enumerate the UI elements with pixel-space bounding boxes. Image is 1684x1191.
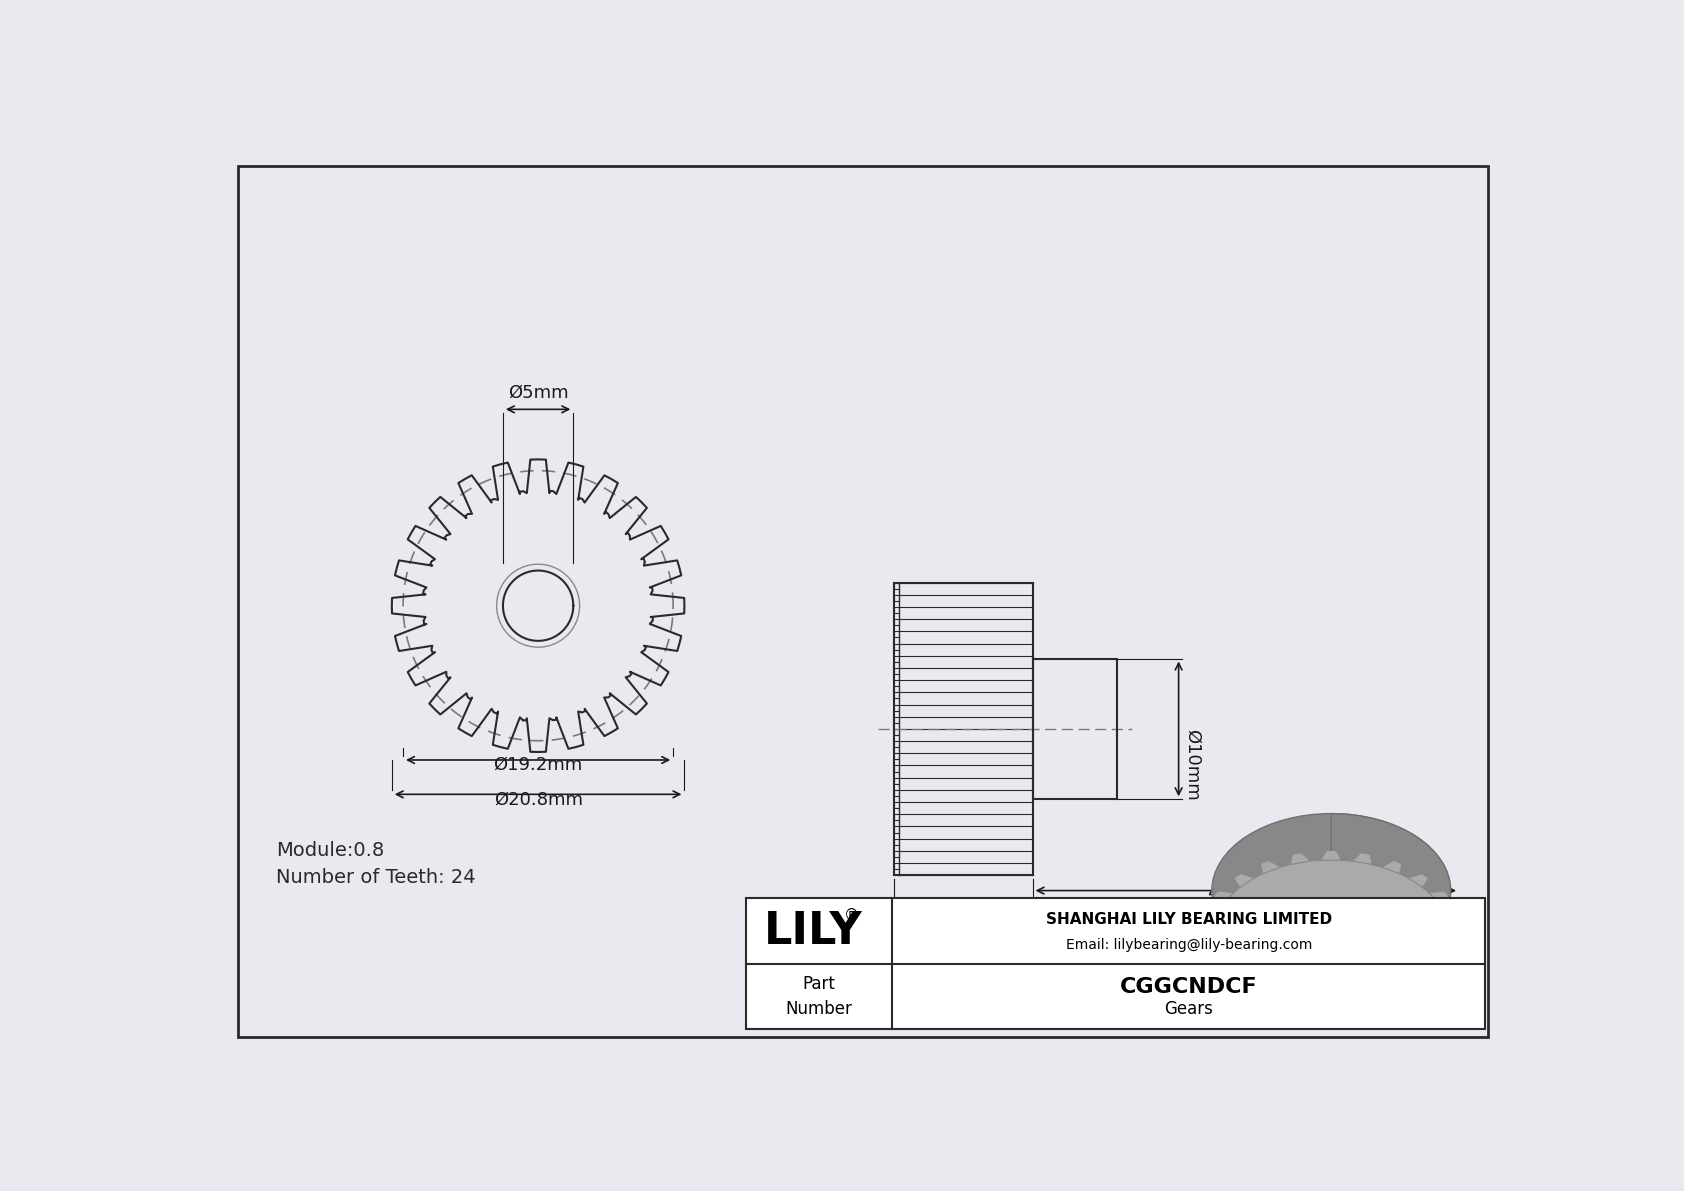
Polygon shape bbox=[1450, 930, 1465, 943]
Polygon shape bbox=[1201, 950, 1219, 964]
Text: Email: lilybearing@lily-bearing.com: Email: lilybearing@lily-bearing.com bbox=[1066, 937, 1312, 952]
Polygon shape bbox=[1234, 986, 1255, 1000]
Text: LILY: LILY bbox=[763, 910, 862, 953]
Polygon shape bbox=[1261, 861, 1280, 874]
Ellipse shape bbox=[1315, 927, 1347, 948]
Polygon shape bbox=[1214, 891, 1233, 904]
Polygon shape bbox=[1214, 969, 1233, 983]
Text: Ø19.2mm: Ø19.2mm bbox=[493, 756, 583, 774]
Ellipse shape bbox=[1212, 813, 1450, 967]
Polygon shape bbox=[1320, 1014, 1342, 1023]
Text: 4mm: 4mm bbox=[1207, 884, 1253, 902]
Polygon shape bbox=[1408, 874, 1428, 887]
Polygon shape bbox=[1430, 969, 1448, 983]
Ellipse shape bbox=[1322, 930, 1340, 943]
Polygon shape bbox=[1408, 986, 1428, 1000]
Ellipse shape bbox=[1212, 860, 1450, 1014]
Polygon shape bbox=[1352, 853, 1372, 865]
Bar bbox=[746, 898, 1485, 1029]
Bar bbox=[1032, 659, 1116, 799]
Polygon shape bbox=[1383, 1000, 1401, 1014]
Polygon shape bbox=[1320, 850, 1342, 860]
Polygon shape bbox=[1197, 930, 1212, 943]
Text: Gears: Gears bbox=[1164, 999, 1212, 1018]
Polygon shape bbox=[1234, 874, 1255, 887]
Text: Ø20.8mm: Ø20.8mm bbox=[493, 790, 583, 809]
Polygon shape bbox=[1261, 1000, 1280, 1014]
Polygon shape bbox=[1443, 950, 1462, 964]
Text: Number of Teeth: 24: Number of Teeth: 24 bbox=[276, 868, 477, 887]
Polygon shape bbox=[1290, 853, 1310, 865]
Text: Part
Number: Part Number bbox=[786, 975, 852, 1018]
Polygon shape bbox=[1352, 1009, 1372, 1021]
Polygon shape bbox=[1290, 1009, 1310, 1021]
Polygon shape bbox=[1430, 891, 1448, 904]
Text: ®: ® bbox=[844, 908, 859, 923]
Polygon shape bbox=[1332, 813, 1450, 1014]
Polygon shape bbox=[1201, 910, 1219, 923]
Polygon shape bbox=[1443, 910, 1462, 923]
Text: SHANGHAI LILY BEARING LIMITED: SHANGHAI LILY BEARING LIMITED bbox=[1046, 912, 1332, 927]
Polygon shape bbox=[1383, 861, 1401, 874]
Text: Ø5mm: Ø5mm bbox=[509, 384, 569, 401]
Text: Module:0.8: Module:0.8 bbox=[276, 841, 384, 860]
Text: 9mm: 9mm bbox=[940, 915, 987, 933]
Text: CGGCNDCF: CGGCNDCF bbox=[1120, 978, 1258, 997]
Text: Ø10mm: Ø10mm bbox=[1184, 729, 1201, 800]
